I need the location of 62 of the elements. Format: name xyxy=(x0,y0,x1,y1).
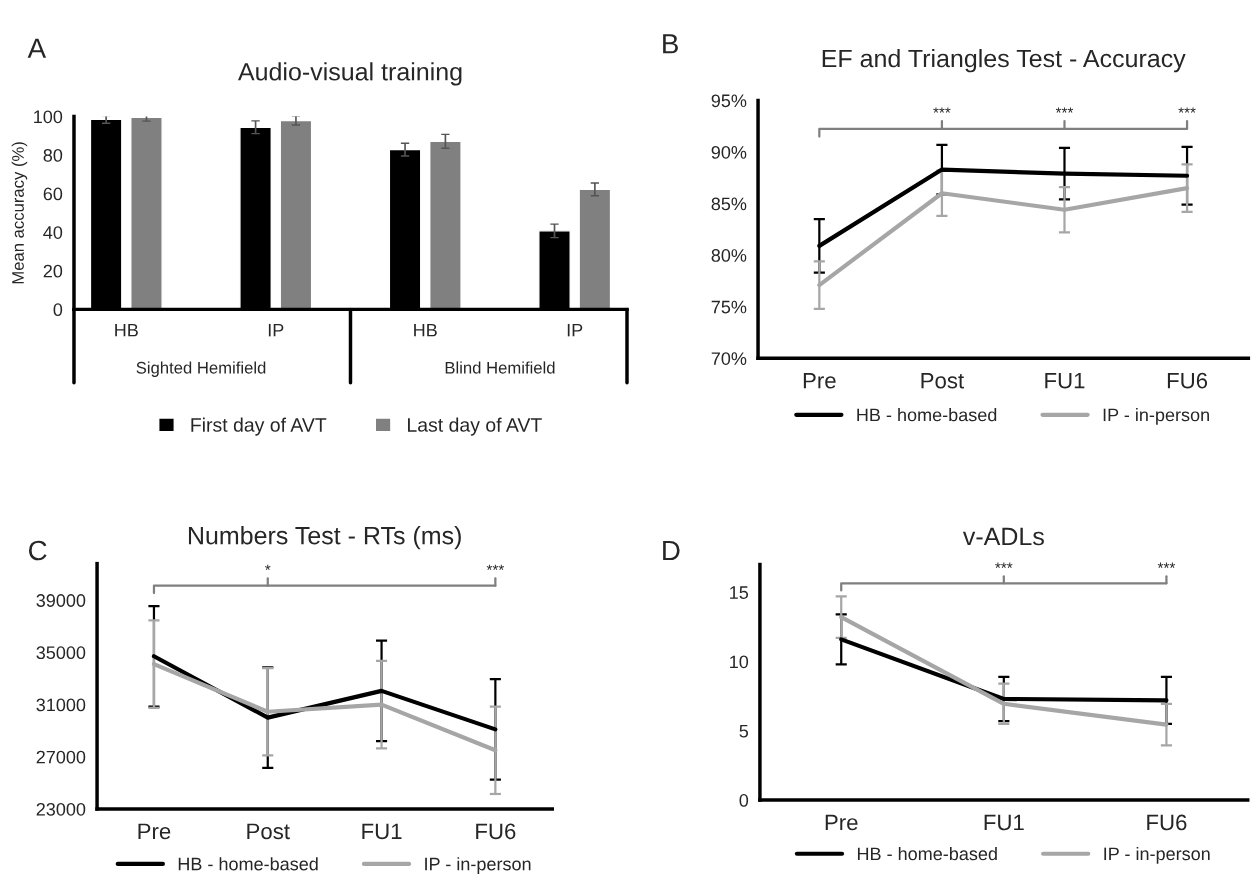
annotation: *** xyxy=(1157,562,1176,568)
y-tick-label: 15 xyxy=(730,586,749,599)
y-tick-label: 80% xyxy=(711,249,747,262)
x-tick-label: HB xyxy=(115,323,138,337)
y-tick-label: 31000 xyxy=(36,698,86,712)
y-tick-label: 80 xyxy=(43,148,63,162)
legend-label: HB - home-based xyxy=(857,408,997,422)
legend-label: HB - home-based xyxy=(857,846,997,861)
y-tick-label: 23000 xyxy=(36,802,86,816)
annotation: *** xyxy=(995,562,1013,568)
x-tick-label: FU6 xyxy=(1147,814,1187,831)
y-tick-label: 40 xyxy=(43,226,63,239)
text: C xyxy=(29,540,47,561)
y-tick-label: 90% xyxy=(711,145,747,159)
y-tick-label: 85% xyxy=(711,197,747,211)
chart-title: Numbers Test - RTs (ms) xyxy=(188,526,461,550)
x-tick-label: FU1 xyxy=(362,823,402,840)
y-tick-label: 75% xyxy=(711,300,747,314)
y-tick-label: 0 xyxy=(739,794,749,807)
x-tick-label: IP xyxy=(268,323,284,337)
chart-title: Audio-visual training xyxy=(237,62,462,86)
y-tick-label: 5 xyxy=(739,724,749,738)
x-tick-label: Post xyxy=(921,372,964,389)
x-tick-label: IP xyxy=(567,323,583,337)
y-tick-label: 0 xyxy=(53,303,63,317)
text: A xyxy=(27,38,47,58)
y-tick-label: 100 xyxy=(34,110,63,124)
x-tick-label: FU6 xyxy=(1167,372,1208,389)
y-axis-title: Mean accuracy (%) xyxy=(11,142,28,284)
x-tick-label: Pre xyxy=(138,823,171,840)
annotation: *** xyxy=(1178,107,1196,113)
y-tick-label: 39000 xyxy=(36,594,86,607)
x-tick-label: Post xyxy=(247,823,290,840)
chart-title: EF and Triangles Test - Accuracy xyxy=(822,49,1186,73)
y-tick-label: 10 xyxy=(730,655,749,669)
y-tick-label: 95% xyxy=(711,94,747,108)
annotation: * xyxy=(265,564,271,571)
legend-label: First day of AVT xyxy=(191,417,327,436)
annotation: *** xyxy=(933,107,951,113)
text: D xyxy=(663,540,680,561)
y-tick-label: 27000 xyxy=(36,750,86,764)
text: B xyxy=(663,34,678,54)
text: Sighted Hemifield xyxy=(136,361,266,377)
x-tick-label: Pre xyxy=(825,814,858,831)
y-tick-label: 35000 xyxy=(36,646,86,660)
legend-label: HB - home-based xyxy=(178,857,318,871)
y-tick-label: 20 xyxy=(43,264,63,278)
y-tick-label: 70% xyxy=(711,352,747,365)
x-tick-label: FU1 xyxy=(1045,372,1085,389)
x-tick-label: HB xyxy=(414,323,437,337)
x-tick-label: FU6 xyxy=(476,823,516,840)
text: Blind Hemifield xyxy=(445,361,555,374)
x-tick-label: Pre xyxy=(803,372,836,389)
chart-title: v-ADLs xyxy=(962,527,1044,546)
legend-label: IP - in-person xyxy=(425,857,531,874)
annotation: *** xyxy=(486,564,505,571)
x-tick-label: FU1 xyxy=(984,814,1024,831)
annotation: *** xyxy=(1055,107,1074,113)
y-tick-label: 60 xyxy=(43,187,63,201)
legend-label: Last day of AVT xyxy=(408,417,542,436)
legend-label: IP - in-person xyxy=(1104,846,1210,864)
legend-label: IP - in-person xyxy=(1103,408,1209,425)
